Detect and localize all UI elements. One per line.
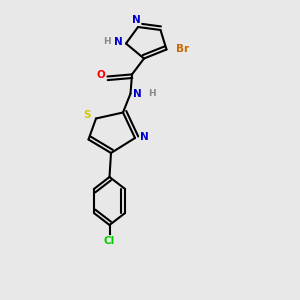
Text: N: N [133, 88, 142, 99]
Text: S: S [83, 110, 91, 121]
Text: Br: Br [176, 44, 190, 54]
Text: N: N [114, 37, 123, 47]
Text: Cl: Cl [104, 236, 115, 246]
Text: H: H [103, 38, 111, 46]
Text: N: N [140, 131, 148, 142]
Text: N: N [132, 15, 141, 26]
Text: H: H [148, 89, 155, 98]
Text: O: O [96, 70, 105, 80]
